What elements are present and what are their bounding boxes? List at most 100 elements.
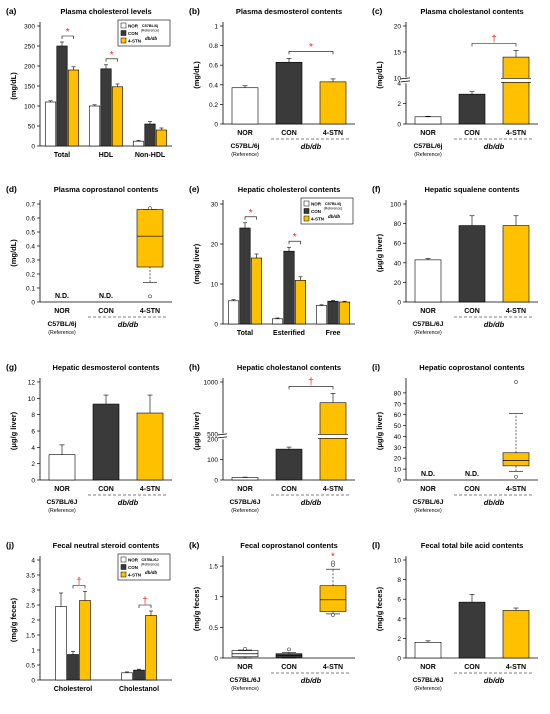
- reference-strain-label: C57BL/6J: [413, 499, 444, 506]
- reference-note-label: (Reference): [48, 330, 76, 336]
- y-axis-label: (mg/g feces): [192, 586, 201, 631]
- x-category-label: CON: [98, 308, 114, 315]
- significance-marker: †: [142, 596, 148, 607]
- panel-letter: (l): [372, 540, 380, 550]
- strain-label: db/db: [301, 498, 322, 507]
- x-category-label: NOR: [237, 486, 253, 493]
- bar-4-STN: [319, 402, 347, 481]
- significance-marker: †: [491, 34, 497, 45]
- y-tick-label: 200: [207, 436, 218, 443]
- y-tick-label: 0.4: [26, 244, 35, 251]
- bar-CON: [458, 601, 486, 659]
- panel-letter: (c): [372, 6, 383, 16]
- y-tick-label: 60: [394, 412, 402, 419]
- legend-reference: C57BL/6j: [325, 202, 341, 206]
- reference-strain-label: C57BL/6J: [47, 499, 78, 506]
- bar-CON: [239, 227, 251, 325]
- legend-swatch-CON: [303, 208, 310, 214]
- y-tick-label: 0: [214, 656, 218, 663]
- bar-CON: [458, 225, 486, 303]
- panel-title: Hepatic cholestanol contents: [237, 363, 341, 372]
- y-tick-label: 1.5: [209, 564, 218, 571]
- bar-CON: [275, 448, 303, 481]
- panel-a: (a) Plasma cholesterol levels (mg/dL) 0 50 10…: [6, 6, 172, 159]
- axis-break-gap: [219, 433, 227, 440]
- y-tick-label: 0: [31, 478, 35, 485]
- panel-title: Fecal total bile acid contents: [421, 541, 524, 550]
- legend-swatch-4-STN: [120, 571, 127, 578]
- not-detected-label: N.D.: [465, 471, 479, 478]
- box-outlier: [148, 294, 152, 299]
- panel-title: Fecal coprostanol contents: [240, 541, 338, 550]
- bar-NOR: [414, 642, 442, 659]
- y-tick-label: 12: [28, 380, 36, 387]
- bar-NOR: [231, 87, 259, 125]
- legend-reference-note: (Reference): [141, 563, 159, 567]
- bar-NOR: [88, 105, 101, 147]
- panel-d: (d) Plasma coprostanol contents (mg/dL) 0 0.…: [6, 184, 172, 336]
- x-category-label: CON: [281, 664, 297, 671]
- x-category-label: Esterified: [273, 330, 305, 337]
- reference-strain-label: C57BL/6J: [413, 321, 444, 328]
- strain-label: db/db: [301, 142, 322, 151]
- x-category-label: CON: [281, 130, 297, 137]
- reference-strain-label: C57BL/6j: [47, 321, 76, 328]
- axis-break-mark: [400, 77, 411, 80]
- legend-strain: db/db: [145, 570, 157, 575]
- strain-label: db/db: [484, 320, 505, 329]
- y-axis-label: (mg/g feces): [9, 597, 18, 642]
- legend-label: NOR: [311, 202, 322, 207]
- reference-strain-label: C57BL/6J: [230, 499, 261, 506]
- bar-CON: [144, 123, 156, 147]
- legend-strain: db/db: [328, 214, 340, 219]
- x-category-label: NOR: [420, 130, 436, 137]
- bar-4-STN: [250, 257, 263, 325]
- significance-bracket: [244, 216, 257, 220]
- y-tick-label: 0.6: [26, 216, 35, 223]
- box-4-STN: [502, 452, 530, 467]
- bar-4-STN: [502, 225, 530, 303]
- panel-title: Hepatic cholesterol contents: [238, 185, 341, 194]
- significance-marker: *: [66, 27, 70, 38]
- box-outlier: [514, 380, 518, 384]
- legend-reference-note: (Reference): [324, 207, 342, 211]
- bar-4-STN: [155, 129, 168, 147]
- y-tick-label: 8: [31, 412, 35, 419]
- panel-letter: (g): [6, 362, 17, 372]
- reference-note-label: (Reference): [414, 330, 442, 336]
- legend-swatch-CON: [120, 564, 127, 570]
- strain-label: db/db: [484, 676, 505, 685]
- box-4-STN: [136, 209, 164, 268]
- x-category-label: 4-STN: [323, 664, 343, 671]
- not-detected-label: N.D.: [55, 293, 69, 300]
- axis-break-mark: [400, 80, 411, 83]
- x-category-label: NOR: [420, 664, 436, 671]
- y-tick-label: 0: [31, 678, 35, 685]
- reference-strain-label: C57BL/6j: [230, 143, 259, 150]
- panel-title: Fecal neutral steroid contents: [53, 541, 160, 550]
- bar-NOR: [55, 606, 67, 681]
- x-category-label: CON: [464, 664, 480, 671]
- bar-4-STN: [502, 56, 530, 125]
- y-tick-label: 6: [397, 597, 401, 604]
- x-category-label: 4-STN: [140, 308, 160, 315]
- legend-swatch-4-STN: [120, 37, 127, 44]
- panel-letter: (d): [6, 184, 17, 194]
- y-tick-label: 0: [214, 122, 218, 129]
- panel-letter: (k): [189, 540, 200, 550]
- y-tick-label: 20: [394, 24, 402, 31]
- significance-marker: *: [110, 50, 114, 61]
- bar-4-STN: [338, 301, 351, 325]
- panel-title: Hepatic coprostanol contents: [419, 363, 524, 372]
- legend-box: [300, 197, 354, 225]
- legend-reference-note: (Reference): [141, 29, 159, 33]
- panel-c: (c) Plasma cholestanol contents (mg/dL) 0 2 4…: [372, 6, 538, 158]
- y-tick-label: 70: [394, 401, 402, 408]
- bar-4-STN: [79, 600, 91, 681]
- panel-k: (k) Fecal coprostanol contents (mg/g feces…: [189, 540, 355, 692]
- y-tick-label: 100: [390, 202, 401, 209]
- panel-i: (i) Hepatic coprostanol contents (μg/g liv…: [372, 362, 538, 514]
- legend-reference: C57BL/6J: [141, 558, 158, 562]
- y-tick-label: 0.8: [209, 43, 218, 50]
- y-tick-label: 4: [397, 80, 401, 87]
